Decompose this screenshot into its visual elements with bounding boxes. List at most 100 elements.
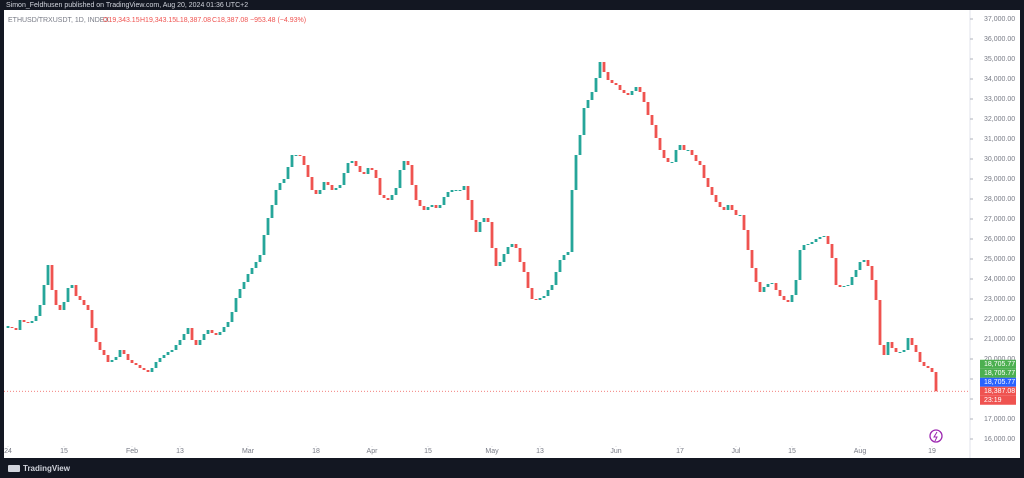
candle-body <box>514 244 518 248</box>
candle-body <box>782 296 786 300</box>
candle-body <box>206 330 210 334</box>
candle-body <box>798 250 802 280</box>
candle-body <box>654 125 658 138</box>
candle-body <box>126 354 130 360</box>
candle-body <box>322 182 326 190</box>
candle-body <box>54 290 58 305</box>
candle-body <box>374 170 378 178</box>
candle-body <box>394 188 398 195</box>
candle-body <box>22 320 26 322</box>
y-tick-label: 22,000.00 <box>984 316 1015 323</box>
y-tick-label: 33,000.00 <box>984 96 1015 103</box>
candle-body <box>298 155 302 156</box>
y-tick-label: 16,000.00 <box>984 436 1015 443</box>
price-label: 18,705.77 <box>984 370 1015 377</box>
candle-body <box>362 172 366 174</box>
candle-body <box>426 207 430 210</box>
candle-body <box>18 320 22 330</box>
y-tick-label: 32,000.00 <box>984 116 1015 123</box>
candle-body <box>498 262 502 266</box>
candle-body <box>882 345 886 355</box>
candle-body <box>250 268 254 274</box>
candle-body <box>358 166 362 172</box>
candle-body <box>626 93 630 95</box>
tv-logo[interactable]: TradingView <box>8 464 71 473</box>
x-tick-label: Jul <box>732 448 741 455</box>
candle-body <box>658 138 662 150</box>
candle-body <box>802 245 806 250</box>
candle-body <box>898 352 902 353</box>
symbol: ETHUSD/TRXUSDT, 1D, INDEX <box>8 17 109 24</box>
candle-body <box>326 182 330 185</box>
ohlc-close: C18,387.08 <box>212 17 248 24</box>
candle-body <box>738 215 742 216</box>
candle-body <box>638 87 642 92</box>
candle-body <box>150 368 154 372</box>
candle-body <box>718 202 722 207</box>
candle-body <box>226 322 230 327</box>
candle-body <box>350 161 354 163</box>
candle-body <box>550 285 554 290</box>
candle-body <box>838 285 842 287</box>
candle-body <box>674 150 678 162</box>
candle-body <box>310 177 314 190</box>
y-tick-label: 24,000.00 <box>984 276 1015 283</box>
x-tick-label: May <box>485 448 499 455</box>
candle-body <box>30 321 34 323</box>
x-tick-label: 17 <box>676 448 684 455</box>
candle-body <box>14 328 18 330</box>
published-note: Simon_Feldhusen published on TradingView… <box>6 2 248 9</box>
candle-body <box>734 210 738 215</box>
candle-body <box>598 62 602 78</box>
candle-body <box>210 330 214 333</box>
candle-body <box>726 205 730 210</box>
x-tick-label: 15 <box>788 448 796 455</box>
candle-body <box>466 186 470 200</box>
candle-body <box>34 316 38 321</box>
candle-body <box>926 366 930 368</box>
candle-body <box>790 295 794 302</box>
candle-body <box>710 187 714 195</box>
candle-body <box>98 342 102 350</box>
candle-body <box>386 198 390 200</box>
candle-body <box>242 282 246 289</box>
y-tick-label: 27,000.00 <box>984 216 1015 223</box>
event-icon[interactable] <box>929 429 943 443</box>
candle-body <box>894 348 898 352</box>
x-tick-label: Feb <box>126 448 138 455</box>
candle-body <box>834 258 838 285</box>
candle-body <box>302 156 306 165</box>
candle-body <box>286 167 290 179</box>
y-tick-label: 36,000.00 <box>984 36 1015 43</box>
price-label-bg <box>980 386 1016 396</box>
candle-body <box>162 355 166 358</box>
candle-body <box>282 179 286 183</box>
candle-body <box>50 265 54 290</box>
candle-body <box>82 300 86 305</box>
candle-body <box>886 342 890 355</box>
candle-body <box>934 372 938 392</box>
candle-body <box>750 250 754 268</box>
price-label: 18,387.08 <box>984 388 1015 395</box>
candle-body <box>86 305 90 310</box>
candle-body <box>182 334 186 340</box>
candle-body <box>138 365 142 368</box>
y-tick-label: 37,000.00 <box>984 16 1015 23</box>
brand: TradingView <box>23 464 71 473</box>
candle-body <box>454 190 458 191</box>
candle-body <box>170 350 174 352</box>
event-bolt <box>933 431 938 442</box>
candle-body <box>146 370 150 372</box>
x-tick-label: 18 <box>312 448 320 455</box>
candle-body <box>642 92 646 102</box>
candle-body <box>922 362 926 366</box>
candle-body <box>554 272 558 285</box>
candle-body <box>218 332 222 335</box>
candle-body <box>546 290 550 296</box>
candle-body <box>582 108 586 135</box>
candle-body <box>770 283 774 284</box>
ohlc-change: −953.48 (−4.93%) <box>250 17 306 24</box>
x-tick-label: 13 <box>176 448 184 455</box>
candle-body <box>430 205 434 207</box>
